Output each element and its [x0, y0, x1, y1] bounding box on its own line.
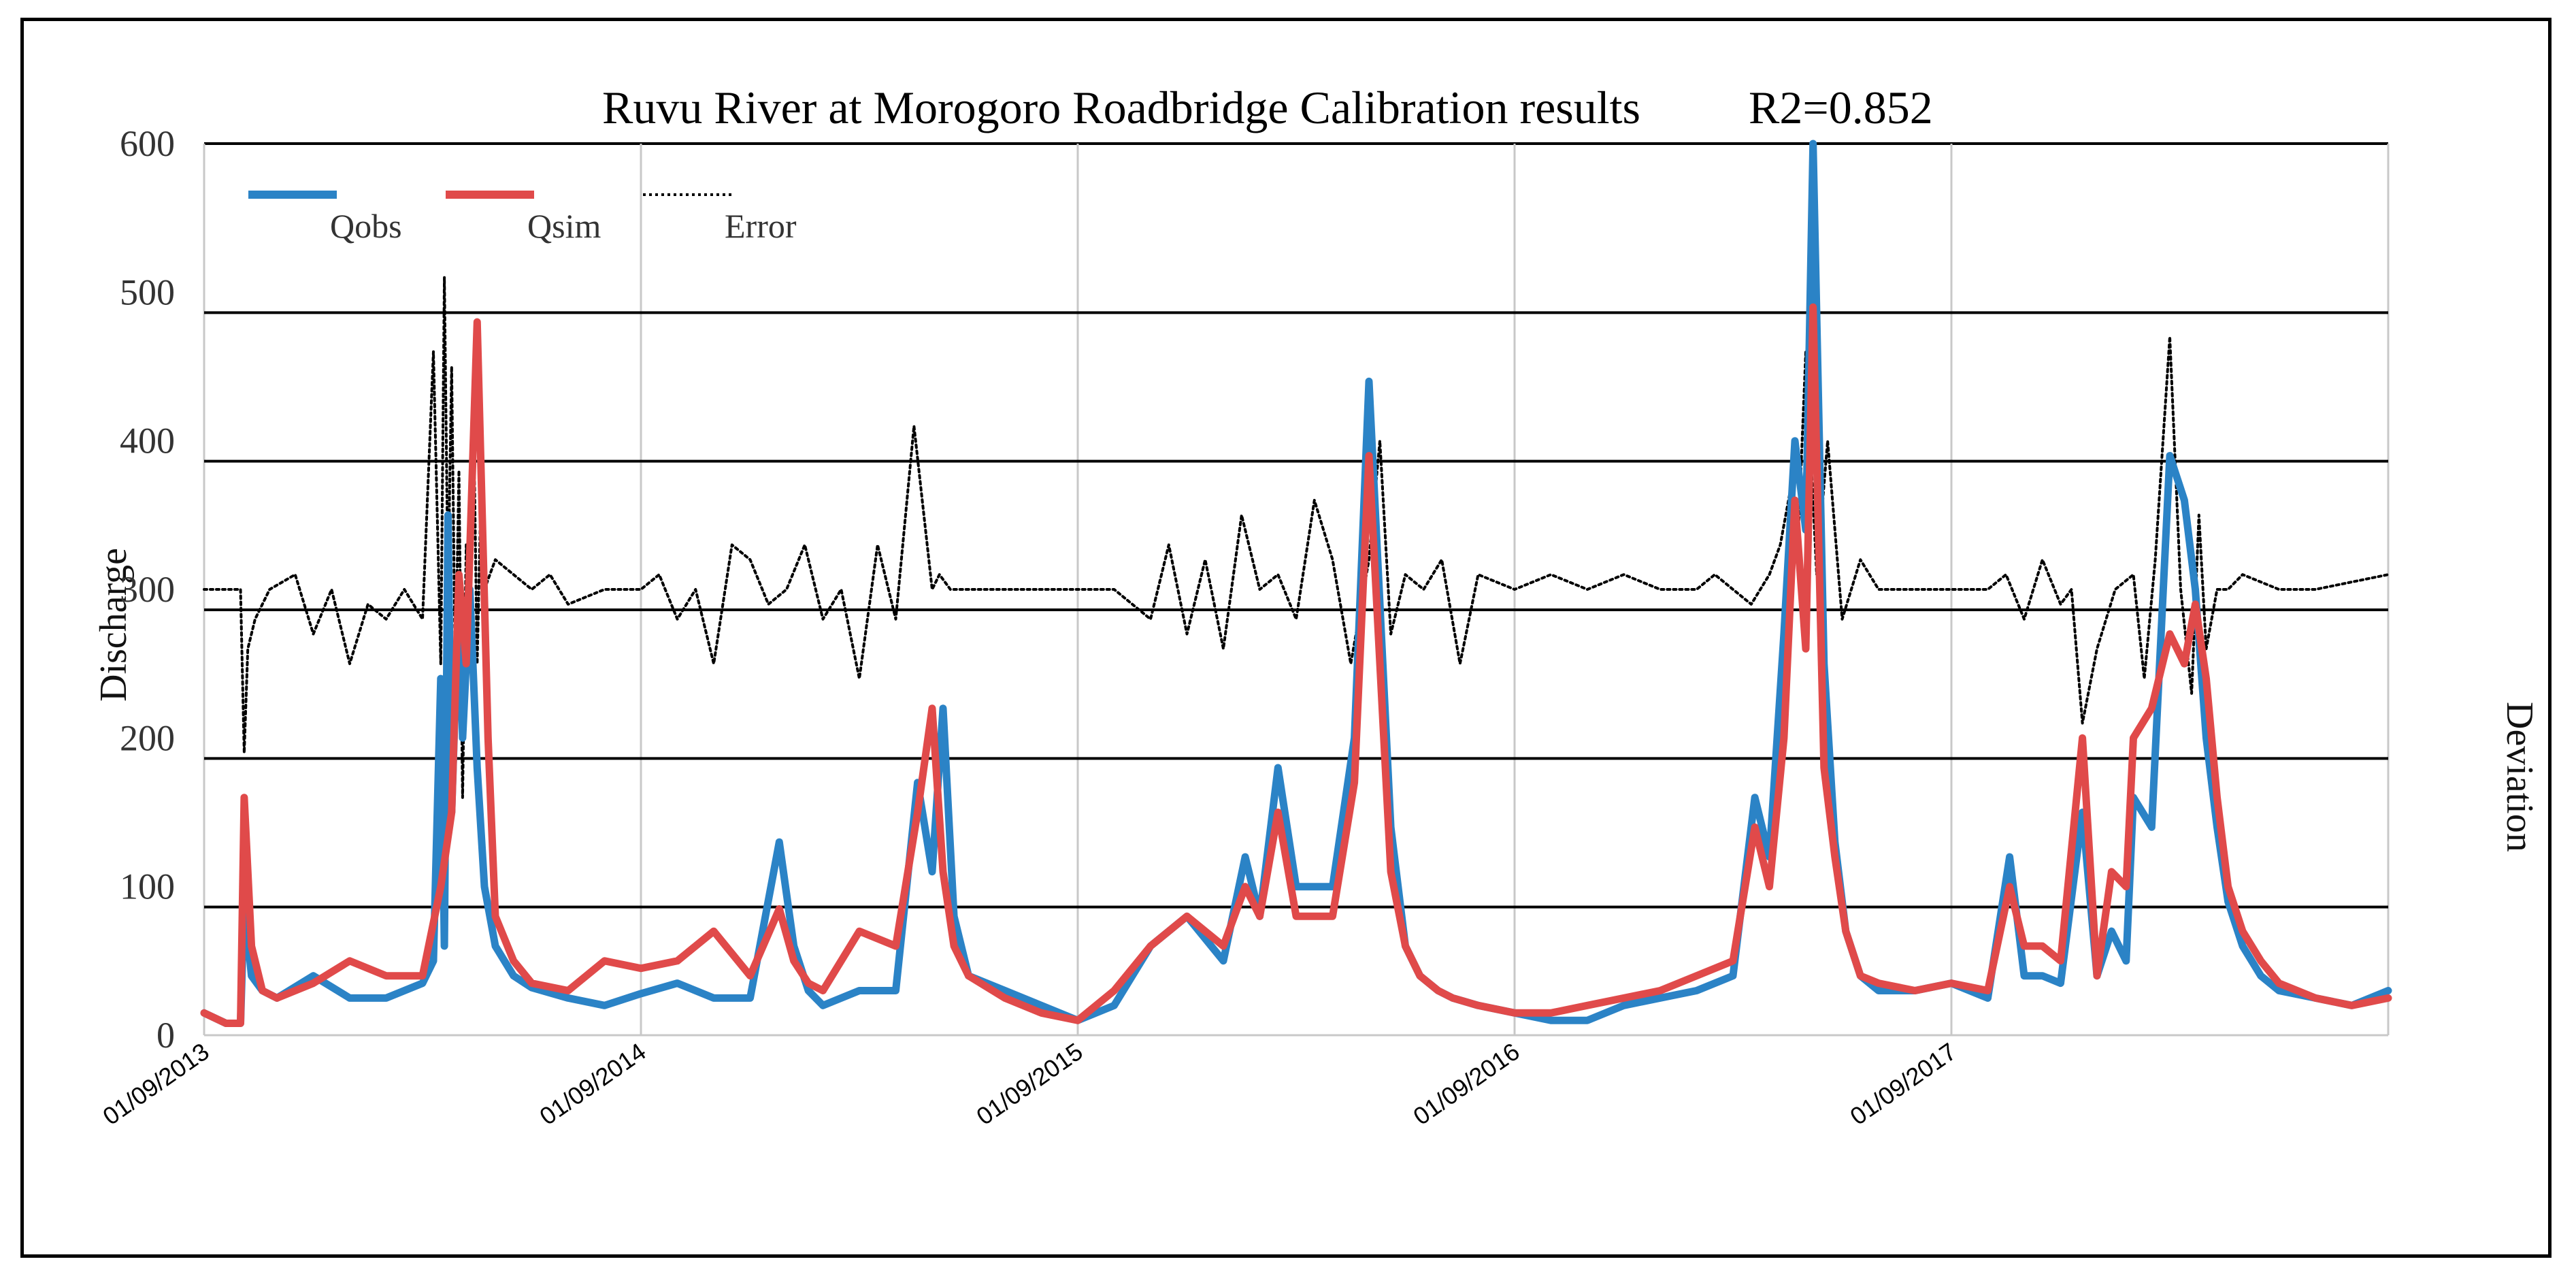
series-line-qsim	[200, 303, 2392, 1027]
y-axis-label: Discharge	[93, 548, 135, 702]
series-line-error	[203, 276, 2390, 799]
legend-label-qobs: Qobs	[330, 207, 402, 245]
y2-axis-label: Deviation	[2498, 702, 2541, 852]
x-tick-label: 01/09/2015	[971, 1037, 1087, 1131]
legend: Qobs Qsim Error	[248, 191, 797, 245]
chart-r2-stat: R2=0.852	[1749, 82, 1933, 133]
legend-label-qsim: Qsim	[527, 207, 601, 245]
x-tick-label: 01/09/2017	[1845, 1037, 1961, 1131]
chart-title: Ruvu River at Morogoro Roadbridge Calibr…	[602, 82, 1640, 133]
plot-grid	[203, 142, 2390, 1037]
x-tick-label: 01/09/2016	[1408, 1037, 1524, 1131]
y-tick-label: 500	[120, 272, 175, 312]
legend-label-error: Error	[725, 207, 797, 245]
series-layer	[200, 140, 2392, 1027]
y-tick-label: 300	[120, 569, 175, 610]
y-tick-label: 600	[120, 123, 175, 164]
x-tick-label: 01/09/2014	[534, 1037, 650, 1131]
chart-svg: Ruvu River at Morogoro Roadbridge Calibr…	[93, 82, 2541, 1131]
y-tick-label: 200	[120, 717, 175, 758]
y-tick-label: 400	[120, 421, 175, 461]
y-tick-label: 0	[156, 1015, 175, 1056]
series-line-qobs	[200, 140, 2392, 1027]
chart-frame: Ruvu River at Morogoro Roadbridge Calibr…	[20, 18, 2552, 1258]
y-tick-label: 100	[120, 866, 175, 907]
